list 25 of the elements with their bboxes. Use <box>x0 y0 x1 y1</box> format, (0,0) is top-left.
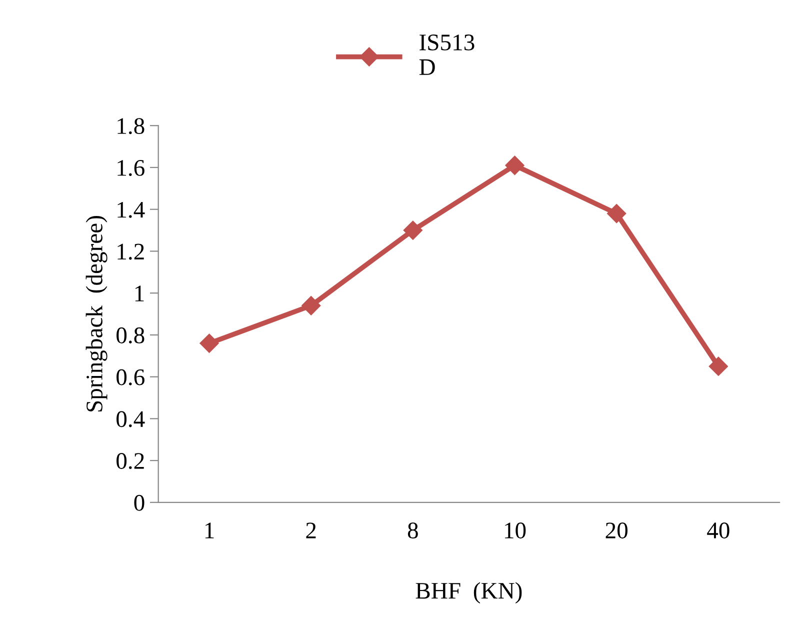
y-tick-label: 0.6 <box>116 369 144 386</box>
x-tick-label: 8 <box>408 522 418 538</box>
y-tick-label: 1.2 <box>118 244 144 260</box>
y-tick-label: 1 <box>135 286 144 302</box>
y-tick-label: 1.8 <box>118 118 144 134</box>
y-tick-label: 0 <box>134 494 144 511</box>
x-tick-label: 2 <box>306 522 316 538</box>
point <box>302 296 321 316</box>
x-tick-label: 10 <box>505 522 526 538</box>
x-axis-title: BHF (KN) <box>416 582 522 604</box>
y-tick-label: 1.4 <box>118 202 145 218</box>
y-tick-label: 0.8 <box>116 327 144 344</box>
x-tick-label: 20 <box>606 522 628 538</box>
legend-label: IS513 D <box>419 34 474 75</box>
point <box>200 334 219 353</box>
point <box>403 220 422 240</box>
y-tick-label: 0.4 <box>116 411 145 428</box>
y-tick-label: 0.2 <box>116 453 144 470</box>
point <box>708 356 728 376</box>
point <box>505 156 524 175</box>
x-tick-label: 1 <box>205 522 214 538</box>
point <box>607 204 626 224</box>
y-tick-label: 1.6 <box>118 160 144 176</box>
y-axis-title: Springback (degree) <box>86 216 108 412</box>
x-tick-label: 40 <box>707 522 730 538</box>
